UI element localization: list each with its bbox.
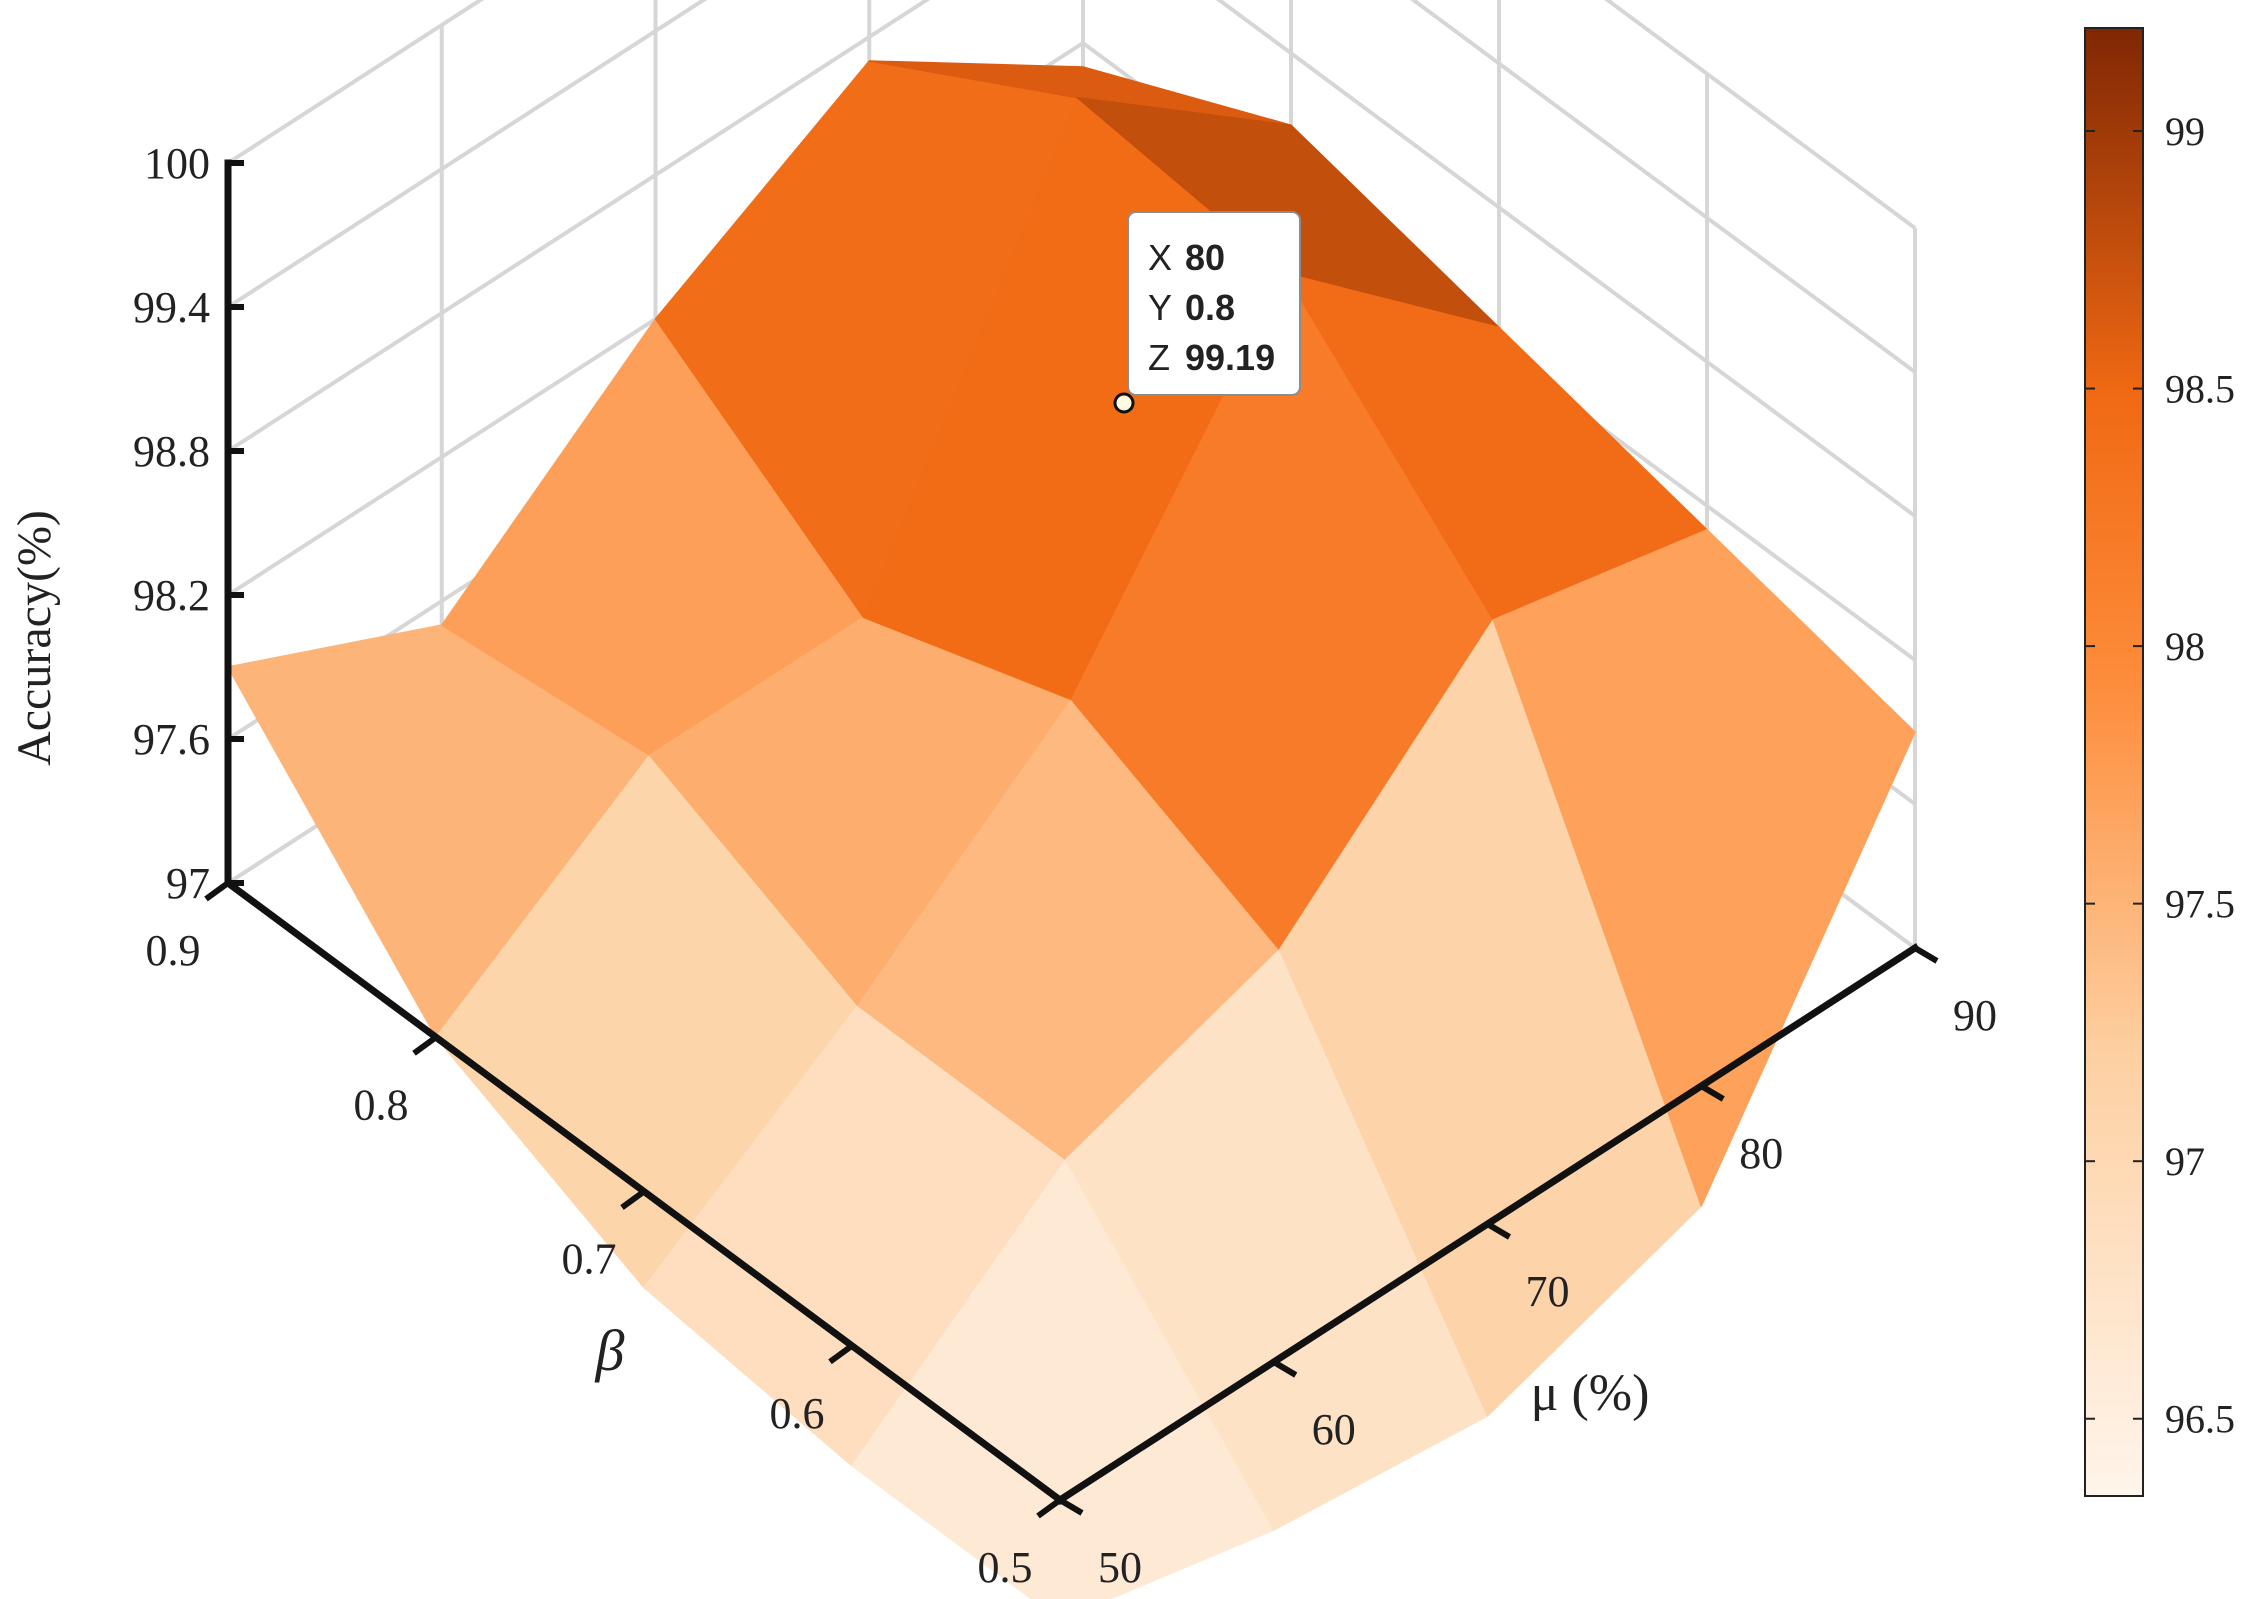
x-tick [1699,1083,1725,1102]
y-tick [1036,1497,1062,1519]
colorbar-tick-label: 99 [2165,109,2205,154]
grid-line-z [226,0,1917,374]
grid-line-z [226,0,1917,230]
colorbar-tick-label: 97 [2165,1139,2205,1184]
x-tick-label: 50 [1098,1543,1142,1592]
z-tick-label: 97.6 [133,715,210,764]
x-tick-label: 60 [1312,1405,1356,1454]
datatip-x-value: 80 [1185,237,1225,278]
colorbar-tick-label: 98 [2165,624,2205,669]
x-tick [1058,1497,1084,1516]
x-tick-label: 70 [1526,1267,1570,1316]
colorbar-tick-label: 97.5 [2165,882,2235,927]
y-tick [204,880,230,902]
z-axis-label: Accuracy(%) [8,510,61,766]
datatip-z-value: 99.19 [1185,337,1275,378]
y-tick-label: 0.9 [146,926,201,975]
z-tick-label: 98.2 [133,571,210,620]
y-tick-label: 0.5 [978,1543,1033,1592]
x-axis-label: μ (%) [1531,1365,1650,1422]
x-tick [1485,1221,1512,1240]
grid-line-z [226,0,1917,518]
axes-layer: 50 60 70 80 90 0.5 0.6 0.7 0.8 0.9 97 97.6 98.2 98.8 9… [133,139,1997,1592]
datatip-box [1127,211,1301,396]
z-tick-label: 98.8 [133,427,210,476]
surface-patch [1492,529,1916,1207]
y-tick-label: 0.7 [562,1235,617,1284]
datatip-y-label: Y [1148,287,1172,328]
y-tick-label: 0.6 [770,1389,825,1438]
datatip-z-label: Z [1148,337,1170,378]
y-axis-label: β [595,1318,625,1383]
colorbar-tick-label: 98.5 [2165,367,2235,412]
datatip[interactable]: X 80 Y 0.8 Z 99.19 [1113,211,1301,414]
x-tick [1913,945,1939,964]
colorbar-tick-label: 96.5 [2165,1397,2235,1442]
z-tick-label: 97 [166,859,210,908]
z-tick-label: 99.4 [133,283,210,332]
y-tick-label: 0.8 [354,1080,409,1129]
y-tick [828,1343,854,1365]
y-tick [620,1189,646,1210]
x-tick-label: 80 [1739,1129,1783,1178]
x-tick [1272,1359,1298,1378]
datatip-x-label: X [1148,237,1172,278]
datatip-y-value: 0.8 [1185,287,1235,328]
z-tick-label: 100 [144,139,210,188]
colorbar: 96.5 97 97.5 98 98.5 99 [2084,27,2235,1497]
surface-layer [227,60,1916,1599]
datatip-marker [1113,392,1135,414]
y-tick [412,1034,438,1056]
x-tick-label: 90 [1953,991,1997,1040]
colorbar-bar [2084,27,2144,1497]
